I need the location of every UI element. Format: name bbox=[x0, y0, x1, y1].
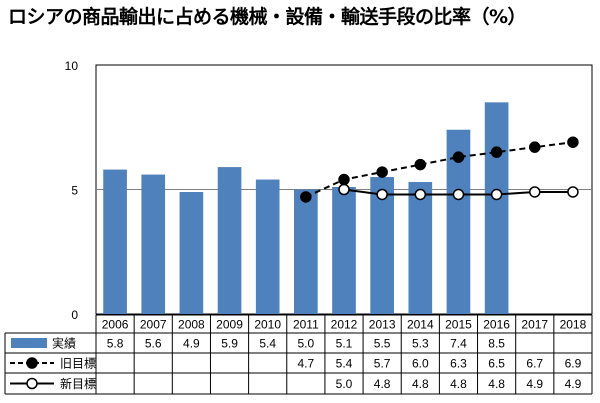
legend-key bbox=[26, 357, 38, 369]
legend-key bbox=[26, 377, 38, 390]
x-tick-label: 2010 bbox=[254, 318, 281, 332]
legend-key bbox=[11, 338, 47, 348]
data-label: 6.3 bbox=[450, 357, 467, 371]
x-tick-label: 2009 bbox=[216, 318, 243, 332]
x-tick-label: 2015 bbox=[445, 318, 472, 332]
data-point bbox=[490, 188, 503, 201]
data-label: 6.0 bbox=[412, 357, 429, 371]
x-tick-label: 2006 bbox=[102, 318, 129, 332]
data-point bbox=[529, 186, 541, 198]
data-point bbox=[376, 166, 388, 178]
data-label: 5.1 bbox=[336, 337, 353, 351]
data-label: 7.4 bbox=[450, 337, 467, 351]
data-point bbox=[414, 188, 427, 201]
bar bbox=[484, 102, 509, 314]
bar bbox=[294, 189, 318, 314]
data-label: 4.8 bbox=[412, 377, 429, 391]
data-label: 5.4 bbox=[336, 357, 353, 371]
bar bbox=[217, 167, 242, 314]
data-point bbox=[414, 158, 427, 171]
data-point bbox=[567, 186, 579, 198]
bar bbox=[103, 169, 127, 314]
data-label: 8.5 bbox=[488, 337, 505, 351]
data-label: 5.7 bbox=[374, 357, 391, 371]
data-label: 4.9 bbox=[526, 377, 543, 391]
y-tick-label: 0 bbox=[71, 308, 78, 322]
legend-label: 旧目標 bbox=[60, 357, 96, 371]
data-point bbox=[338, 183, 350, 196]
data-point bbox=[567, 136, 579, 148]
data-label: 4.9 bbox=[183, 337, 200, 351]
bar bbox=[255, 179, 280, 314]
data-label: 6.5 bbox=[488, 357, 505, 371]
chart-title: ロシアの商品輸出に占める機械・設備・輸送手段の比率（%） bbox=[8, 6, 527, 28]
data-point bbox=[452, 151, 465, 163]
bar bbox=[141, 174, 166, 314]
bar bbox=[446, 129, 471, 314]
data-label: 4.8 bbox=[488, 377, 505, 391]
data-label: 5.0 bbox=[336, 377, 353, 391]
x-tick-label: 2018 bbox=[560, 318, 587, 332]
x-tick-label: 2013 bbox=[369, 318, 396, 332]
legend-label: 実績 bbox=[52, 336, 76, 351]
data-point bbox=[529, 141, 541, 153]
x-tick-label: 2014 bbox=[407, 318, 434, 332]
bar bbox=[332, 187, 356, 314]
x-tick-label: 2011 bbox=[293, 318, 319, 332]
x-tick-label: 2008 bbox=[178, 318, 205, 332]
data-label: 5.8 bbox=[107, 337, 124, 351]
data-label: 4.7 bbox=[298, 357, 315, 371]
y-tick-label: 10 bbox=[65, 59, 79, 73]
data-label: 5.5 bbox=[374, 337, 391, 351]
data-point bbox=[376, 188, 388, 201]
x-tick-label: 2007 bbox=[140, 318, 167, 332]
x-tick-label: 2016 bbox=[483, 318, 510, 332]
bar bbox=[408, 182, 433, 314]
data-label: 4.9 bbox=[565, 377, 582, 391]
data-point bbox=[338, 173, 350, 186]
bar bbox=[370, 177, 394, 314]
data-point bbox=[490, 146, 503, 158]
data-label: 5.9 bbox=[221, 337, 238, 351]
x-tick-label: 2017 bbox=[521, 318, 548, 332]
y-tick-label: 5 bbox=[71, 184, 78, 198]
x-tick-label: 2012 bbox=[331, 318, 358, 332]
data-label: 6.9 bbox=[565, 357, 582, 371]
bar bbox=[179, 191, 204, 314]
legend-label: 新目標 bbox=[60, 376, 96, 391]
data-label: 4.8 bbox=[450, 377, 467, 391]
data-label: 5.6 bbox=[145, 337, 162, 351]
data-point bbox=[300, 191, 312, 203]
data-label: 5.4 bbox=[259, 337, 276, 351]
data-label: 6.7 bbox=[526, 357, 543, 371]
data-label: 5.0 bbox=[298, 337, 315, 351]
data-point bbox=[452, 188, 465, 201]
data-label: 5.3 bbox=[412, 337, 429, 351]
data-label: 4.8 bbox=[374, 377, 391, 391]
